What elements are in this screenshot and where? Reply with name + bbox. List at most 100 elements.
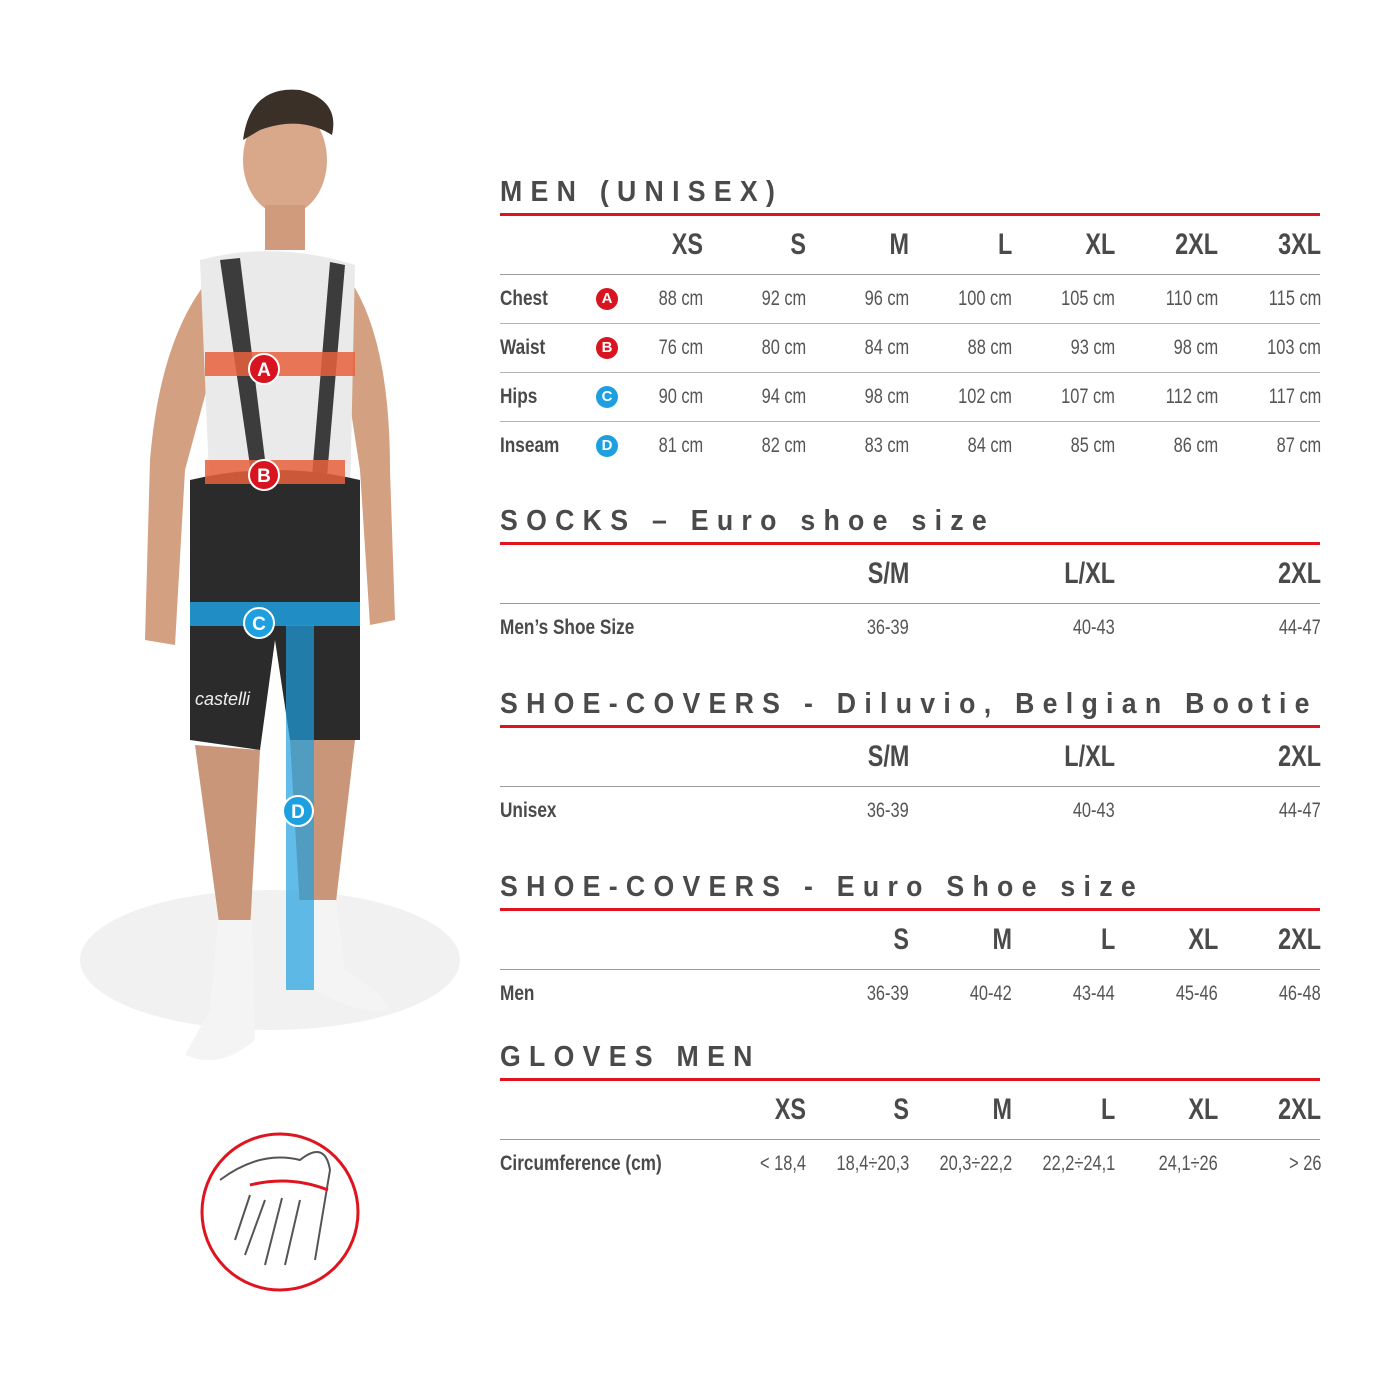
divider xyxy=(500,542,1320,545)
row-label: Men’s Shoe Size xyxy=(500,616,635,639)
size-header: XL xyxy=(1188,923,1218,956)
svg-text:A: A xyxy=(257,360,271,381)
cell-value: 102 cm xyxy=(958,385,1012,408)
row-label: Unisex xyxy=(500,799,557,822)
size-header: 2XL xyxy=(1278,740,1321,773)
cell-value: 93 cm xyxy=(1070,336,1115,359)
cell-value: 40-42 xyxy=(970,982,1012,1005)
size-header: 2XL xyxy=(1278,557,1321,590)
cell-value: 80 cm xyxy=(761,336,806,359)
size-header: M xyxy=(889,228,910,261)
table-row: Circumference (cm) < 18,4 18,4÷20,3 20,3… xyxy=(500,1140,1321,1188)
size-header: 3XL xyxy=(1278,228,1321,261)
size-header: S/M xyxy=(867,740,909,773)
size-header: 2XL xyxy=(1278,1093,1321,1126)
hips-band xyxy=(190,602,360,626)
cell-value: 46-48 xyxy=(1279,982,1321,1005)
cell-value: 112 cm xyxy=(1165,385,1218,408)
cell-value: 94 cm xyxy=(761,385,806,408)
cell-value: 87 cm xyxy=(1276,434,1321,457)
table-row-inseam: Inseam D 81 cm 82 cm 83 cm 84 cm 85 cm 86 cm 87 … xyxy=(500,422,1321,470)
marker-b-icon: B xyxy=(248,459,280,491)
row-label: Inseam xyxy=(500,434,560,457)
size-header-row: S/M L/XL 2XL xyxy=(500,728,1321,787)
section-title: SHOE-COVERS - Euro Shoe size xyxy=(500,871,1144,903)
cell-value: 98 cm xyxy=(864,385,909,408)
cell-value: 90 cm xyxy=(658,385,703,408)
cell-value: 107 cm xyxy=(1061,385,1115,408)
cell-value: 22,2÷24,1 xyxy=(1042,1152,1115,1175)
size-header: L/XL xyxy=(1064,557,1115,590)
table-row: Men 36-39 40-42 43-44 45-46 46-48 xyxy=(500,970,1321,1018)
cell-value: > 26 xyxy=(1288,1152,1321,1175)
size-header: XL xyxy=(1188,1093,1218,1126)
cell-value: 98 cm xyxy=(1173,336,1218,359)
marker-d-icon: D xyxy=(282,795,314,827)
cell-value: 85 cm xyxy=(1070,434,1115,457)
men-size-table: MEN (UNISEX) XS S M L XL 2XL 3XL Chest A 8… xyxy=(500,172,1321,470)
cell-value: 81 cm xyxy=(658,434,703,457)
size-header: L xyxy=(1100,923,1115,956)
svg-text:C: C xyxy=(252,614,266,635)
row-label: Chest xyxy=(500,287,548,310)
marker-a-icon: A xyxy=(248,353,280,385)
size-header: S xyxy=(790,228,806,261)
cell-value: 36-39 xyxy=(867,616,909,639)
table-row-hips: Hips C 90 cm 94 cm 98 cm 102 cm 107 cm 112 cm 11… xyxy=(500,373,1321,422)
model-figure: castelli A B C D xyxy=(60,80,480,1310)
hand-wrist-measure-icon xyxy=(200,1132,360,1292)
section-title: SHOE-COVERS - Diluvio, Belgian Bootie xyxy=(500,688,1318,720)
size-header-row: XS S M L XL 2XL 3XL xyxy=(500,216,1321,275)
cell-value: 88 cm xyxy=(658,287,703,310)
table-row-waist: Waist B 76 cm 80 cm 84 cm 88 cm 93 cm 98 cm 103 … xyxy=(500,324,1321,373)
size-header: M xyxy=(992,1093,1013,1126)
row-label: Waist xyxy=(500,336,546,359)
cell-value: 20,3÷22,2 xyxy=(939,1152,1012,1175)
cell-value: 44-47 xyxy=(1279,799,1321,822)
cell-value: 103 cm xyxy=(1267,336,1321,359)
size-header: L xyxy=(1100,1093,1115,1126)
cell-value: 44-47 xyxy=(1279,616,1321,639)
size-header-row: XS S M L XL 2XL xyxy=(500,1081,1321,1140)
brand-logo: castelli xyxy=(195,689,251,709)
marker-c-icon: C xyxy=(596,386,618,408)
cell-value: < 18,4 xyxy=(759,1152,806,1175)
size-header: L/XL xyxy=(1064,740,1115,773)
shoecovers-euro-size-table: SHOE-COVERS - Euro Shoe size S M L XL 2X… xyxy=(500,867,1321,1018)
table-row: Unisex 36-39 40-43 44-47 xyxy=(500,787,1321,835)
cell-value: 96 cm xyxy=(864,287,909,310)
cell-value: 110 cm xyxy=(1165,287,1218,310)
svg-text:B: B xyxy=(257,466,271,487)
cell-value: 92 cm xyxy=(761,287,806,310)
size-header: 2XL xyxy=(1175,228,1218,261)
divider xyxy=(500,213,1320,216)
size-header-row: S M L XL 2XL xyxy=(500,911,1321,970)
shoecovers-diluvio-size-table: SHOE-COVERS - Diluvio, Belgian Bootie S/… xyxy=(500,684,1321,835)
size-header: XS xyxy=(671,228,703,261)
cell-value: 36-39 xyxy=(867,799,909,822)
cell-value: 43-44 xyxy=(1073,982,1115,1005)
size-header: 2XL xyxy=(1278,923,1321,956)
table-row-chest: Chest A 88 cm 92 cm 96 cm 100 cm 105 cm 110 cm 1… xyxy=(500,275,1321,324)
cell-value: 40-43 xyxy=(1073,799,1115,822)
size-header: M xyxy=(992,923,1013,956)
size-header-row: S/M L/XL 2XL xyxy=(500,545,1321,604)
size-header: S xyxy=(893,1093,909,1126)
divider xyxy=(500,1078,1320,1081)
svg-text:D: D xyxy=(291,802,305,823)
socks-size-table: SOCKS – Euro shoe size S/M L/XL 2XL Men’… xyxy=(500,501,1321,652)
table-row: Men’s Shoe Size 36-39 40-43 44-47 xyxy=(500,604,1321,652)
marker-b-icon: B xyxy=(596,337,618,359)
divider xyxy=(500,725,1320,728)
cell-value: 117 cm xyxy=(1268,385,1321,408)
gloves-size-table: GLOVES MEN XS S M L XL 2XL Circumference… xyxy=(500,1037,1321,1188)
marker-a-icon: A xyxy=(596,288,618,310)
size-header: XL xyxy=(1085,228,1115,261)
section-title: SOCKS – Euro shoe size xyxy=(500,505,996,537)
cell-value: 82 cm xyxy=(761,434,806,457)
cell-value: 83 cm xyxy=(864,434,909,457)
cell-value: 84 cm xyxy=(864,336,909,359)
size-header: S xyxy=(893,923,909,956)
cell-value: 105 cm xyxy=(1061,287,1115,310)
cell-value: 88 cm xyxy=(967,336,1012,359)
